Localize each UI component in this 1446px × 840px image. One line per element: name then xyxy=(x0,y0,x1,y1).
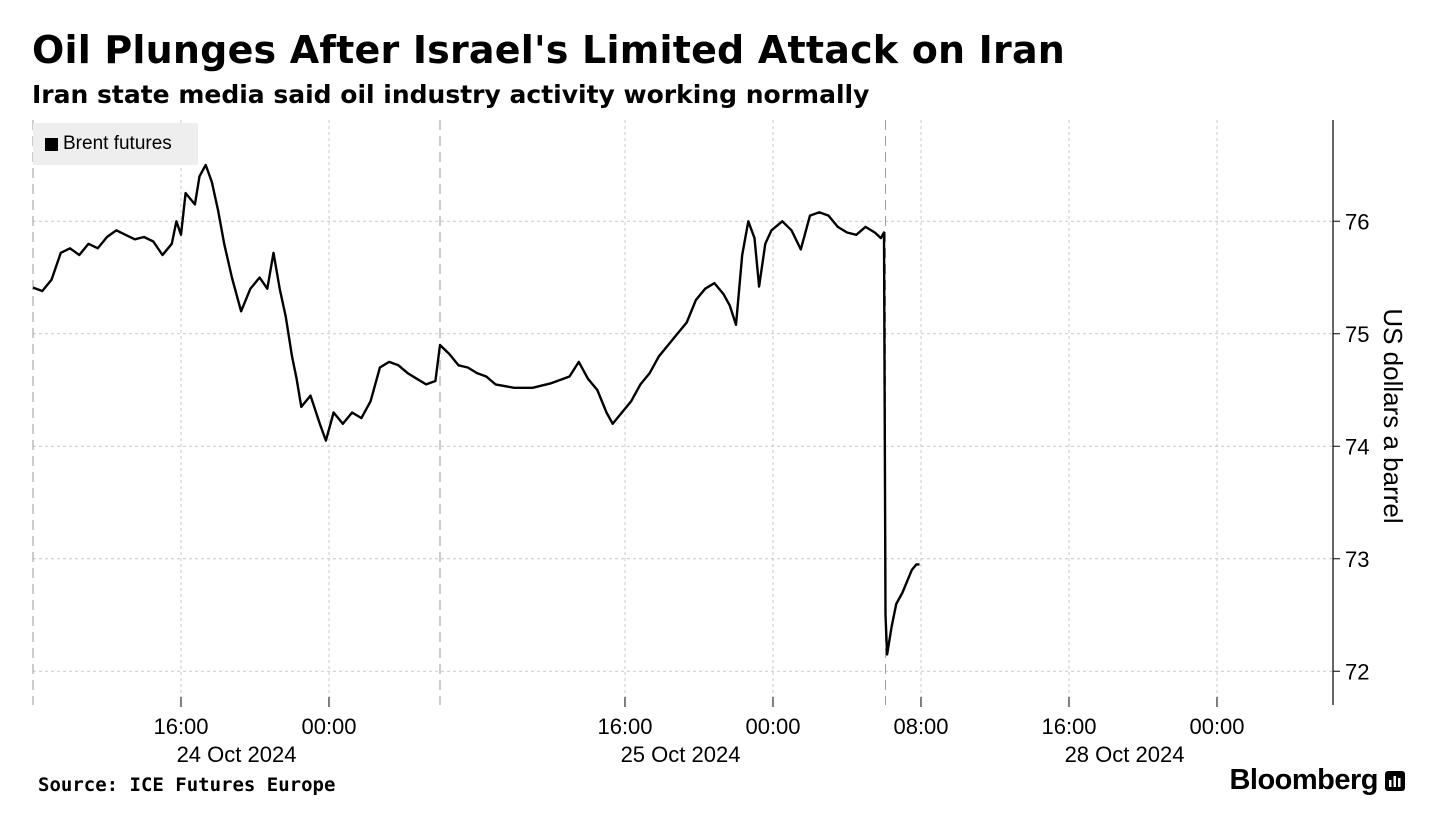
x-tick-label-5: 16:00 xyxy=(1041,714,1096,739)
y-axis-label: US dollars a barrel xyxy=(1378,308,1408,523)
y-tick-label-76: 76 xyxy=(1345,209,1369,234)
x-tick-label-1: 00:00 xyxy=(301,714,356,739)
y-tick-label-73: 73 xyxy=(1345,547,1369,572)
x-tick-label-4: 08:00 xyxy=(893,714,948,739)
horizontal-gridlines xyxy=(33,220,1333,672)
y-axis: 72 73 74 75 76 xyxy=(1332,120,1369,705)
chart-subtitle: Iran state media said oil industry activ… xyxy=(32,80,870,109)
y-tick-label-72: 72 xyxy=(1345,659,1369,684)
chart-title: Oil Plunges After Israel's Limited Attac… xyxy=(32,28,1066,72)
source-note: Source: ICE Futures Europe xyxy=(38,774,336,796)
brand: Bloomberg xyxy=(1229,764,1406,797)
x-tick-label-6: 00:00 xyxy=(1189,714,1244,739)
series-group xyxy=(32,163,920,656)
x-date-label-0: 24 Oct 2024 xyxy=(177,742,297,767)
x-tick-label-0: 16:00 xyxy=(153,714,208,739)
legend-label: Brent futures xyxy=(63,133,172,154)
x-date-label-1: 25 Oct 2024 xyxy=(621,742,741,767)
brand-logo-text: Bloomberg xyxy=(1229,764,1378,796)
y-tick-label-75: 75 xyxy=(1345,322,1369,347)
legend: Brent futures xyxy=(33,123,198,165)
series-line-brent-futures xyxy=(32,163,920,656)
y-tick-label-74: 74 xyxy=(1345,434,1369,459)
vertical-gridlines xyxy=(32,120,1218,705)
x-tick-label-3: 00:00 xyxy=(745,714,800,739)
legend-swatch xyxy=(45,137,58,151)
x-date-label-2: 28 Oct 2024 xyxy=(1065,742,1185,767)
bloomberg-chart-icon xyxy=(1385,770,1405,791)
x-tick-label-2: 16:00 xyxy=(597,714,652,739)
